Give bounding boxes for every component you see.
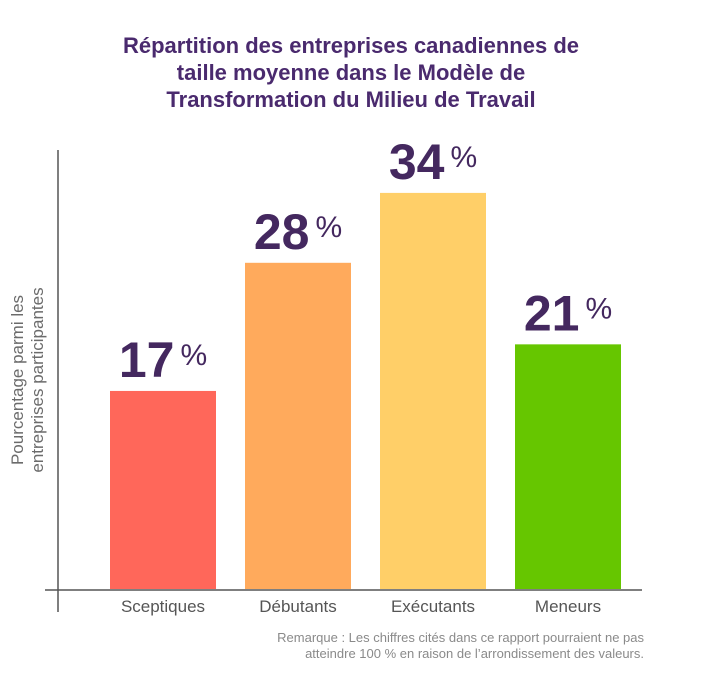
- chart-title-line: Transformation du Milieu de Travail: [166, 87, 536, 112]
- bar-value-label: 17%: [119, 332, 207, 388]
- bar-executants: [380, 192, 486, 589]
- x-tick-label: Sceptiques: [121, 597, 205, 616]
- footnote-line: Remarque : Les chiffres cités dans ce ra…: [277, 630, 644, 645]
- bar-value-number: 28: [254, 204, 310, 260]
- footnote: Remarque : Les chiffres cités dans ce ra…: [277, 630, 644, 662]
- bar-value-unit: %: [180, 339, 207, 372]
- y-axis-label-line: Pourcentage parmi les: [8, 294, 27, 466]
- bar-value-number: 21: [524, 285, 580, 341]
- x-tick-label: Meneurs: [535, 597, 601, 616]
- chart-title: Répartition des entreprises canadiennes …: [0, 32, 702, 113]
- bar-meneurs: [515, 344, 621, 589]
- y-axis-label: Pourcentage parmi les entreprises partic…: [8, 230, 48, 530]
- chart-title-line: Répartition des entreprises canadiennes …: [122, 33, 580, 58]
- bars-layer: 17 % Sceptiques 28 % Débutants 34 % Exécutants 21…: [110, 134, 621, 616]
- chart-title-line: taille moyenne dans le Modèle de: [176, 60, 526, 85]
- bar-sceptiques: [110, 390, 216, 589]
- bar-value-number: 17: [119, 332, 175, 388]
- bar-value-unit: %: [585, 292, 612, 325]
- x-tick-label: Débutants: [259, 597, 337, 616]
- y-axis-label-line: entreprises participantes: [28, 287, 47, 473]
- x-tick-label: Exécutants: [391, 597, 475, 616]
- bar-value-unit: %: [315, 211, 342, 244]
- bar-value-label: 34%: [389, 134, 477, 190]
- bar-debutants: [245, 262, 351, 589]
- bar-value-unit: %: [450, 141, 477, 174]
- bar-value-label: 21%: [524, 285, 612, 341]
- footnote-line: atteindre 100 % en raison de l’arrondiss…: [305, 646, 644, 661]
- bar-value-number: 34: [389, 134, 445, 190]
- bar-value-label: 28%: [254, 204, 342, 260]
